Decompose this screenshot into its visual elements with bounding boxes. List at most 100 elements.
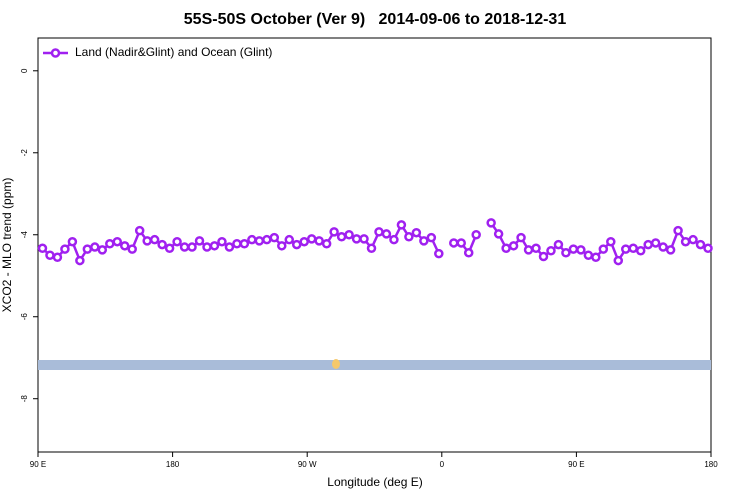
data-point [621, 244, 631, 254]
data-point [277, 241, 287, 251]
data-point [449, 238, 459, 248]
data-point [411, 227, 422, 238]
data-point [516, 232, 526, 243]
data-point [52, 252, 63, 263]
legend-label: Land (Nadir&Glint) and Ocean (Glint) [75, 45, 272, 59]
data-point [269, 232, 280, 243]
data-point [553, 239, 564, 250]
data-point [172, 236, 182, 247]
data-point [456, 238, 466, 248]
data-point [351, 234, 362, 244]
data-point [463, 248, 474, 258]
data-point [224, 242, 235, 252]
data-point [665, 245, 676, 255]
y-tick-label: -4 [20, 231, 29, 239]
data-point [157, 239, 167, 250]
y-axis-label: XCO2 - MLO trend (ppm) [0, 178, 14, 313]
data-point [90, 242, 100, 252]
data-point [112, 236, 123, 247]
data-point [321, 239, 332, 249]
data-point [105, 239, 115, 249]
data-point [232, 239, 242, 249]
data-point [374, 227, 384, 237]
data-point [202, 242, 212, 252]
x-tick-label: 90 E [568, 460, 584, 469]
data-point [493, 229, 504, 239]
data-point [149, 234, 160, 245]
data-point [314, 236, 324, 246]
data-point [67, 236, 78, 247]
y-tick-label: -6 [20, 313, 29, 321]
data-point [344, 230, 354, 240]
data-point [336, 232, 347, 242]
data-point [508, 241, 519, 251]
data-point [471, 230, 481, 240]
data-point [598, 244, 609, 254]
data-point [396, 220, 407, 230]
data-point [434, 248, 444, 259]
map-blob [332, 359, 340, 369]
data-point [254, 236, 265, 246]
data-point [628, 243, 638, 254]
data-point [658, 242, 668, 252]
data-point [82, 244, 93, 254]
data-point [179, 242, 190, 252]
data-point [426, 232, 437, 243]
y-tick-label: -8 [20, 395, 29, 403]
y-tick-label: -2 [20, 149, 29, 157]
data-point [291, 239, 302, 250]
legend-marker [50, 48, 61, 58]
data-point [703, 243, 713, 254]
data-point [546, 245, 556, 256]
x-tick-label: 90 E [30, 460, 46, 469]
x-tick-label: 90 W [298, 460, 317, 469]
data-point [239, 239, 250, 249]
data-point [419, 236, 429, 246]
data-point [613, 255, 624, 266]
data-point [650, 238, 661, 248]
data-point [523, 245, 534, 255]
data-point [389, 234, 399, 245]
data-point [404, 232, 414, 242]
data-point [486, 218, 496, 228]
data-point [134, 225, 145, 236]
x-axis-label: Longitude (deg E) [327, 475, 422, 489]
y-tick-label: 0 [20, 68, 29, 73]
data-point [306, 234, 317, 244]
data-point [127, 244, 137, 254]
x-tick-label: 180 [166, 460, 180, 469]
x-tick-label: 180 [704, 460, 718, 469]
data-point [119, 241, 130, 251]
data-point [643, 239, 653, 250]
data-point [591, 252, 601, 263]
data-point [673, 225, 683, 236]
data-point [60, 244, 70, 254]
data-point [329, 227, 339, 237]
data-point [97, 245, 108, 255]
data-point [37, 243, 48, 254]
data-point [561, 248, 571, 258]
data-point [187, 242, 197, 252]
data-point [688, 234, 698, 245]
map-strip [38, 360, 711, 370]
data-point [695, 239, 706, 250]
data-point [531, 243, 541, 254]
data-point [538, 251, 549, 262]
data-point [142, 236, 152, 246]
data-point [583, 250, 594, 260]
data-point [359, 234, 369, 244]
data-point [501, 243, 511, 254]
data-point [299, 236, 309, 247]
data-point [262, 234, 272, 245]
data-point [568, 244, 579, 254]
data-point [247, 234, 257, 245]
data-point [284, 234, 295, 245]
chart-title: 55S-50S October (Ver 9) 2014-09-06 to 20… [184, 11, 567, 28]
data-point [366, 243, 377, 254]
data-point [75, 255, 85, 266]
data-point [381, 229, 392, 239]
data-point [209, 241, 220, 251]
data-point [635, 245, 646, 256]
